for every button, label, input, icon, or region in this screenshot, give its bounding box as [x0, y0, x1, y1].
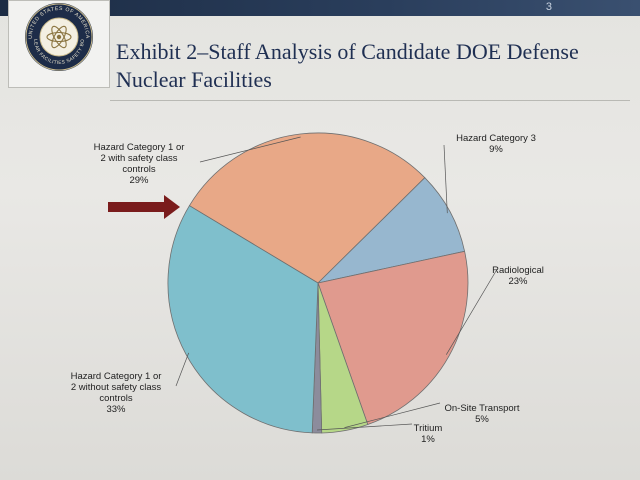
slice-label-line: controls [99, 393, 133, 404]
slide-title: Exhibit 2–Staff Analysis of Candidate DO… [116, 38, 616, 94]
leader-line-hc1-with-controls [199, 136, 301, 163]
slice-percent-label: 1% [421, 434, 435, 445]
pie-slice-hazard-category-3 [316, 177, 466, 284]
leader-line-hc1-without-controls [175, 352, 190, 387]
slice-label-line: Hazard Category 1 or [94, 142, 185, 153]
slice-percent-label: 9% [489, 144, 503, 155]
seal-frame: UNITED STATES OF AMERICA NUCLEAR FACILIT… [8, 0, 110, 88]
dnfsb-seal: UNITED STATES OF AMERICA NUCLEAR FACILIT… [23, 1, 93, 71]
slice-label-line: controls [122, 164, 156, 175]
slice-label-hc1-without-controls: Hazard Category 1 or 2 without safety cla… [71, 371, 162, 415]
slice-label-line: Hazard Category 1 or [71, 371, 162, 382]
pie-slice-hc1-without-controls [167, 205, 319, 434]
slice-percent-label: 5% [475, 414, 489, 425]
leader-line-on-site-transport [344, 402, 441, 428]
slice-label-line: On-Site Transport [445, 403, 520, 414]
pie-slice-hc1-with-controls [188, 132, 426, 284]
slice-percent-label: 23% [508, 276, 528, 287]
slice-label-hazard-category-3: Hazard Category 3 9% [456, 133, 536, 155]
seal-gold-rim [25, 3, 93, 71]
slice-label-radiological: Radiological 23% [492, 265, 544, 287]
title-divider [110, 100, 630, 101]
pie-slice-radiological [317, 250, 469, 426]
title-line-1: Exhibit 2–Staff Analysis of Candidate DO… [116, 39, 579, 64]
title-line-2: Nuclear Facilities [116, 67, 272, 92]
slice-percent-label: 33% [106, 404, 126, 415]
slice-percent-label: 29% [129, 175, 149, 186]
slice-label-line: Hazard Category 3 [456, 133, 536, 144]
slice-label-line: Radiological [492, 265, 544, 276]
leader-line-hazard-category-3 [443, 144, 448, 214]
slice-label-tritium: Tritium 1% [414, 423, 443, 445]
page-number: 3 [545, 1, 552, 13]
atom-icon [46, 25, 72, 49]
leader-line-radiological [445, 270, 497, 355]
leader-line-tritium [316, 423, 413, 431]
slice-label-line: 2 without safety class [71, 382, 162, 393]
slice-label-hc1-with-controls: Hazard Category 1 or 2 with safety class c… [94, 142, 185, 186]
slice-label-line: Tritium [414, 423, 443, 434]
highlight-arrow-icon [108, 195, 180, 219]
slice-label-on-site-transport: On-Site Transport 5% [445, 403, 520, 425]
slice-label-line: 2 with safety class [100, 153, 177, 164]
slide-header-band: 3 [0, 0, 640, 16]
